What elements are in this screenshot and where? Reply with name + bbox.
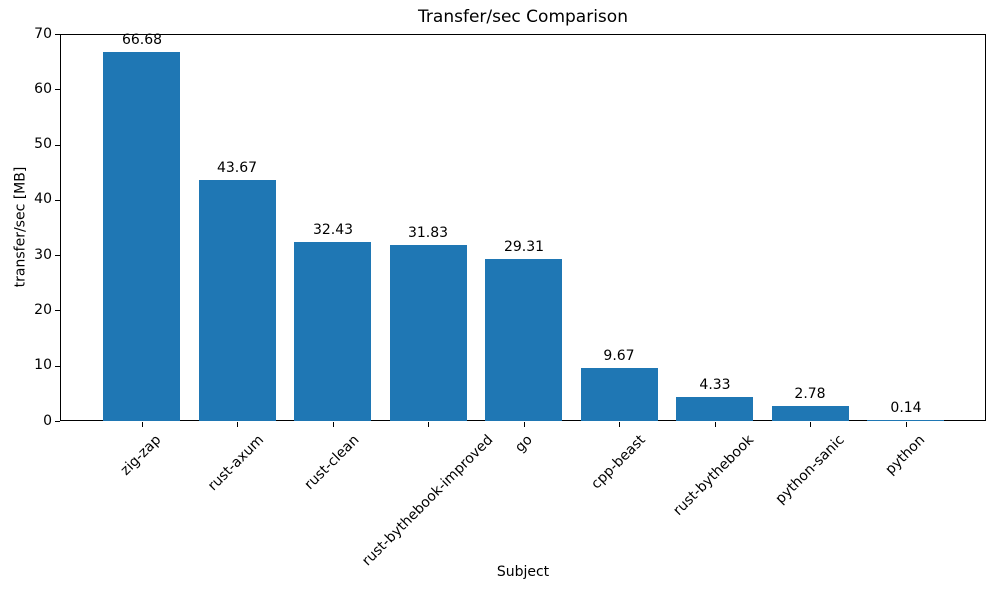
- bar-value-label: 0.14: [890, 400, 922, 416]
- y-tick: [55, 366, 60, 367]
- x-tick: [715, 422, 716, 427]
- bar-value-label: 43.67: [216, 160, 258, 176]
- x-tick: [333, 422, 334, 427]
- y-tick: [55, 200, 60, 201]
- bar: [676, 397, 753, 421]
- bar: [581, 368, 658, 421]
- x-tick-label: go: [512, 432, 536, 456]
- x-tick-label: rust-clean: [301, 432, 363, 493]
- bar: [103, 52, 180, 421]
- y-tick-label: 70: [34, 26, 52, 42]
- x-tick-label: python: [882, 432, 929, 478]
- bar-value-label: 2.78: [794, 386, 826, 402]
- bar-value-label: 9.67: [603, 348, 635, 364]
- x-tick: [619, 422, 620, 427]
- x-tick: [906, 422, 907, 427]
- y-tick-label: 30: [34, 247, 52, 263]
- y-tick: [55, 310, 60, 311]
- bar: [772, 406, 849, 421]
- bar-value-label: 32.43: [312, 222, 354, 238]
- y-tick-label: 60: [34, 81, 52, 97]
- x-tick-label: zig-zap: [117, 432, 165, 479]
- x-axis-label: Subject: [496, 564, 550, 580]
- x-tick: [524, 422, 525, 427]
- y-tick: [55, 145, 60, 146]
- y-tick-label: 40: [34, 191, 52, 207]
- bar-value-label: 29.31: [503, 239, 545, 255]
- bar: [294, 242, 371, 421]
- x-tick-label: cpp-beast: [588, 432, 649, 493]
- bar: [390, 245, 467, 421]
- y-tick: [55, 255, 60, 256]
- y-tick-label: 0: [43, 413, 52, 429]
- x-tick: [237, 422, 238, 427]
- x-tick: [142, 422, 143, 427]
- x-tick-label: python-sanic: [772, 432, 848, 508]
- bar-value-label: 4.33: [699, 377, 731, 393]
- bar-value-label: 31.83: [407, 225, 449, 241]
- bar: [485, 259, 562, 421]
- y-tick: [55, 89, 60, 90]
- y-tick: [55, 34, 60, 35]
- y-axis-label: transfer/sec [MB]: [12, 166, 29, 288]
- bar: [199, 180, 276, 421]
- y-tick-label: 10: [34, 357, 52, 373]
- y-tick: [55, 421, 60, 422]
- chart-title: Transfer/sec Comparison: [418, 7, 628, 27]
- y-tick-label: 50: [34, 136, 52, 152]
- x-tick: [428, 422, 429, 427]
- x-tick-label: rust-axum: [205, 432, 268, 495]
- x-tick-label: rust-bythebook-improved: [359, 432, 497, 570]
- bar: [867, 420, 944, 421]
- y-tick-label: 20: [34, 302, 52, 318]
- x-tick: [810, 422, 811, 427]
- x-tick-label: rust-bythebook: [670, 432, 758, 519]
- bar-value-label: 66.68: [121, 32, 163, 48]
